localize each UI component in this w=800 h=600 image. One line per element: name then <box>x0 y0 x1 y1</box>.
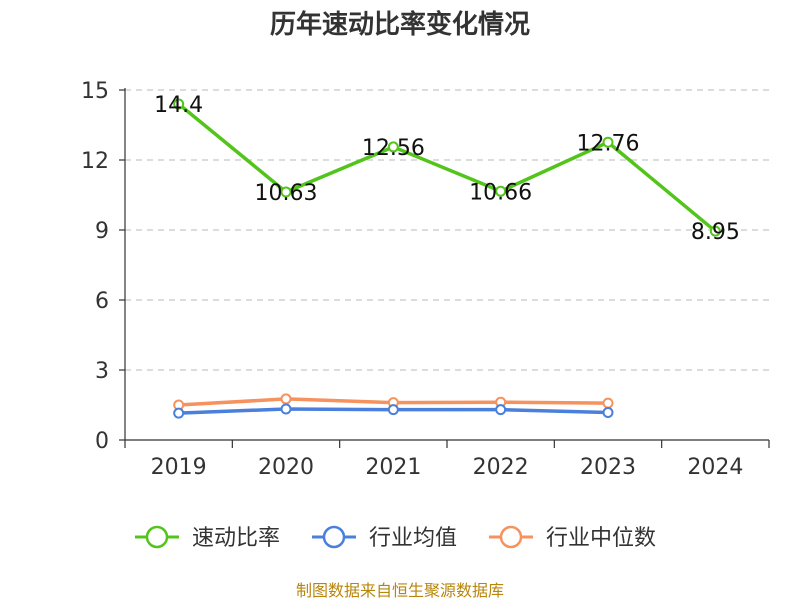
data-label: 12.76 <box>577 131 640 156</box>
y-tick-label: 12 <box>81 149 109 174</box>
data-point[interactable] <box>602 136 614 148</box>
source-note: 制图数据来自恒生聚源数据库 <box>296 581 504 600</box>
x-tick-label: 2019 <box>151 455 207 480</box>
data-point[interactable] <box>173 98 185 110</box>
data-label: 12.56 <box>362 136 425 161</box>
grid-lines <box>125 89 769 371</box>
data-label: 10.63 <box>255 181 318 206</box>
legend-label: 速动比率 <box>192 526 280 551</box>
data-point[interactable] <box>602 397 614 409</box>
legend-marker <box>145 525 169 549</box>
legend-item-2[interactable]: 行业中位数 <box>489 525 656 551</box>
data-label: 14.4 <box>154 93 203 118</box>
data-point[interactable] <box>709 225 721 237</box>
x-tick-label: 2023 <box>580 455 636 480</box>
y-tick-label: 9 <box>95 219 109 244</box>
legend-marker <box>499 525 523 549</box>
axes: 0 3 6 9 12 15 2019 2020 2021 2022 2023 2024 <box>81 79 770 480</box>
y-tick-label: 3 <box>95 359 109 384</box>
legend-label: 行业均值 <box>369 526 457 551</box>
legend-item-1[interactable]: 行业均值 <box>312 525 457 551</box>
legend-marker <box>322 525 346 549</box>
data-label: 10.66 <box>469 180 532 205</box>
x-tick-label: 2020 <box>258 455 314 480</box>
y-tick-label: 15 <box>81 79 109 104</box>
series-line-0 <box>177 102 717 233</box>
data-point[interactable] <box>173 407 185 419</box>
legend[interactable]: 速动比率 行业均值 行业中位数 <box>135 525 656 551</box>
data-point[interactable] <box>495 404 507 416</box>
y-tick-label: 0 <box>95 429 109 454</box>
data-label: 8.95 <box>691 220 740 245</box>
data-point[interactable] <box>280 186 292 198</box>
data-point[interactable] <box>387 404 399 416</box>
chart-title: 历年速动比率变化情况 <box>270 9 530 40</box>
data-point[interactable] <box>280 403 292 415</box>
data-point[interactable] <box>280 393 292 405</box>
y-tick-label: 6 <box>95 289 109 314</box>
data-point[interactable] <box>602 406 614 418</box>
series-lines <box>173 98 721 419</box>
x-tick-label: 2022 <box>473 455 529 480</box>
legend-label: 行业中位数 <box>546 526 656 551</box>
x-tick-label: 2021 <box>365 455 421 480</box>
legend-item-0[interactable]: 速动比率 <box>135 525 280 551</box>
data-point[interactable] <box>495 185 507 197</box>
x-tick-label: 2024 <box>687 455 743 480</box>
data-point[interactable] <box>387 141 399 153</box>
data-labels: 14.4 10.63 12.56 10.66 12.76 8.95 <box>154 93 740 245</box>
